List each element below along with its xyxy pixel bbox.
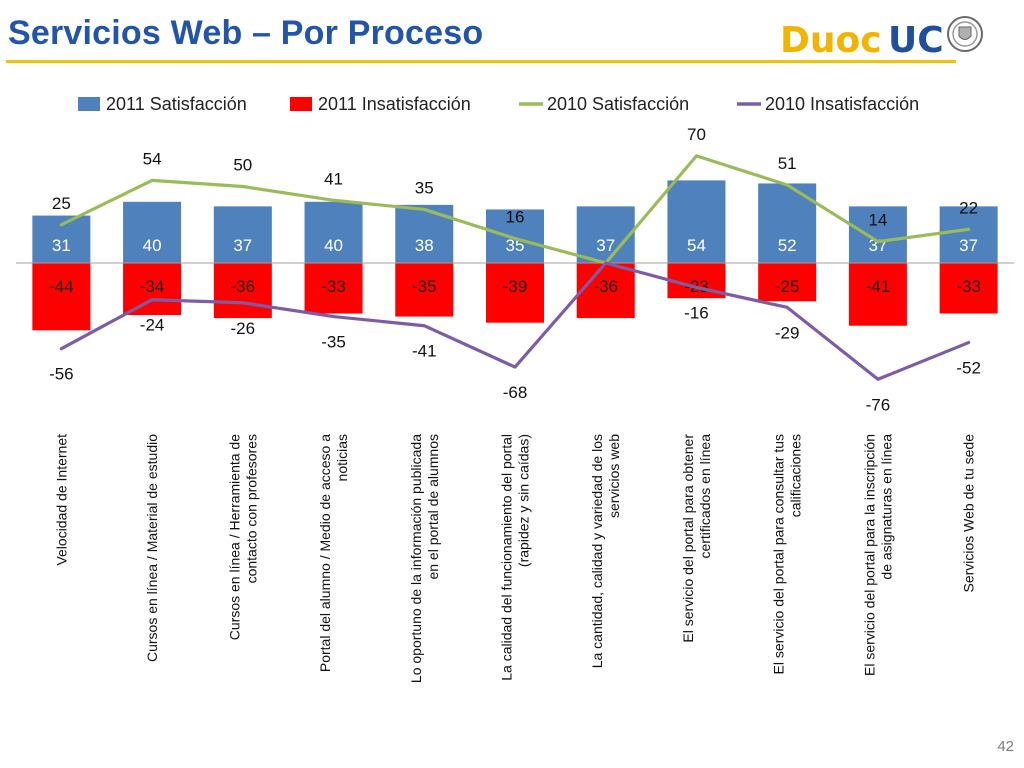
data-label-2011-insatisfaccion: -36 (231, 277, 256, 296)
category-label: La calidad del funcionamiento del portal (499, 434, 515, 681)
chart-category-labels: Velocidad de Internet Cursos en línea / M… (53, 434, 976, 683)
bar-2011-satisfaccion (667, 180, 726, 263)
data-label-2010-insatisfaccion: -24 (140, 316, 165, 335)
data-label-2011-satisfaccion: 38 (415, 236, 434, 255)
line-2010-insatisfaccion (59, 261, 971, 381)
category-label: de asignaturas en línea (878, 434, 894, 580)
data-label-2011-insatisfaccion: -33 (956, 277, 981, 296)
line-2010-satisfaccion (59, 154, 971, 265)
bar-2011-satisfaccion (123, 201, 182, 263)
bar-2011-insatisfaccion (304, 263, 363, 314)
data-label-2011-insatisfaccion: -41 (866, 277, 891, 296)
data-label-2011-satisfaccion: 37 (959, 236, 978, 255)
data-label-2010-insatisfaccion: -26 (231, 319, 256, 338)
data-label-2010-satisfaccion: 54 (143, 149, 162, 168)
legend-swatch (78, 97, 100, 111)
data-label-2010-insatisfaccion: -29 (775, 323, 800, 342)
bar-2011-satisfaccion (848, 206, 907, 263)
data-label-2010-insatisfaccion: -41 (412, 342, 437, 361)
category-label: en el portal de alumnos (425, 434, 441, 580)
legend-label: 2011 Insatisfacción (318, 94, 471, 114)
bar-2011-satisfaccion (304, 201, 363, 263)
data-label-2011-satisfaccion: 31 (52, 236, 71, 255)
data-label-2011-insatisfaccion: -36 (593, 277, 618, 296)
bar-2011-satisfaccion (486, 209, 544, 263)
data-label-2011-satisfaccion: 37 (233, 236, 252, 255)
data-label-2010-insatisfaccion: -52 (956, 359, 981, 378)
bar-2011-insatisfaccion (848, 263, 907, 326)
category-label: certificados en línea (697, 434, 713, 559)
duocuc-logo: Duoc UC (780, 16, 983, 61)
data-label-2010-satisfaccion: 51 (778, 154, 797, 173)
legend-label: 2011 Satisfacción (106, 94, 247, 114)
legend-label: 2010 Satisfacción (547, 94, 689, 114)
bar-2011-insatisfaccion (486, 263, 544, 323)
logo-text-uc: UC (888, 20, 944, 61)
data-label-2011-satisfaccion: 52 (778, 236, 797, 255)
data-label-2010-satisfaccion: 22 (959, 198, 978, 217)
bar-2011-satisfaccion (939, 206, 998, 263)
data-label-2011-satisfaccion: 54 (687, 236, 706, 255)
category-label: calificaciones (788, 434, 804, 517)
data-label-2010-satisfaccion: 41 (324, 169, 343, 188)
category-label: El servicio del portal para obtener (680, 434, 696, 643)
data-label-2010-satisfaccion: 25 (52, 194, 71, 213)
chart-legend: 2011 Satisfacción 2011 Insatisfacción 2010… (78, 94, 919, 114)
category-label: Velocidad de Internet (53, 434, 69, 566)
data-label-2010-insatisfaccion: -68 (503, 383, 528, 402)
category-label: Cursos en línea / Material de estudio (144, 434, 160, 662)
category-label: servicios web (606, 434, 622, 518)
bar-2011-insatisfaccion (32, 263, 91, 331)
data-label-2011-insatisfaccion: -34 (140, 277, 165, 296)
data-label-2011-satisfaccion: 37 (596, 236, 615, 255)
bar-2011-insatisfaccion (123, 263, 182, 316)
logo-text-duoc: Duoc (780, 20, 882, 61)
data-label-2010-insatisfaccion: -76 (866, 395, 891, 414)
category-label: Lo oportuno de la información publicada (408, 434, 424, 683)
data-label-2011-insatisfaccion: -33 (321, 277, 346, 296)
category-label: El servicio del portal para consultar tu… (771, 434, 787, 674)
category-label: contacto con profesores (243, 434, 259, 583)
data-label-2011-satisfaccion: 40 (143, 236, 162, 255)
data-label-2010-satisfaccion: 14 (868, 211, 887, 230)
category-label: noticias (334, 434, 350, 481)
logo-crest-icon (947, 16, 983, 52)
slide-title: Servicios Web – Por Proceso (8, 14, 484, 52)
bar-2011-satisfaccion (576, 206, 635, 263)
data-label-2010-satisfaccion: 70 (687, 125, 706, 144)
page-number: 42 (997, 738, 1014, 755)
title-underline (6, 60, 956, 63)
data-label-2011-satisfaccion: 40 (324, 236, 343, 255)
category-label: Portal del alumno / Medio de acceso a (317, 434, 333, 672)
bar-2011-insatisfaccion (939, 263, 998, 314)
legend-swatch (290, 97, 312, 111)
bar-2011-satisfaccion (213, 206, 272, 263)
bar-2011-insatisfaccion (213, 263, 272, 319)
data-label-2011-insatisfaccion: -35 (412, 277, 437, 296)
data-label-2010-satisfaccion: 35 (415, 178, 434, 197)
category-label: El servicio del portal para la inscripci… (861, 434, 877, 676)
data-label-2010-insatisfaccion: -35 (321, 333, 346, 352)
data-label-2010-insatisfaccion: -16 (684, 303, 709, 322)
bar-2011-insatisfaccion (758, 263, 817, 302)
bar-2011-insatisfaccion (576, 263, 635, 319)
category-label: Cursos en línea / Herramienta de (226, 434, 242, 640)
bar-2011-insatisfaccion (395, 263, 454, 317)
data-label-2010-insatisfaccion: -56 (49, 365, 74, 384)
data-label-2010-satisfaccion: 16 (506, 208, 525, 227)
legend-label: 2010 Insatisfacción (765, 94, 919, 114)
category-label: La cantidad, calidad y variedad de los (589, 434, 605, 668)
category-label: (rapidez y sin caídas) (516, 434, 532, 567)
data-label-2011-insatisfaccion: -39 (503, 277, 528, 296)
data-label-2010-satisfaccion: 50 (233, 156, 252, 175)
category-label: Servicios Web de tu sede (961, 434, 977, 593)
data-label-2011-insatisfaccion: -25 (775, 277, 800, 296)
chart-plot-area: 31-4440-3437-3640-3338-3535-3937-3654-23… (16, 125, 1014, 414)
data-label-2011-insatisfaccion: -44 (49, 277, 74, 296)
